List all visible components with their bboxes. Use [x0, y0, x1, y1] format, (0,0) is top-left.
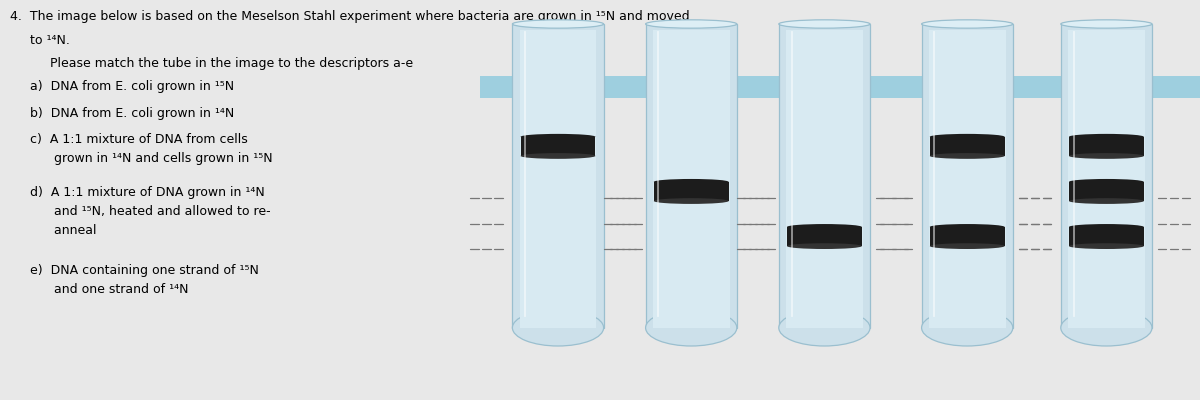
FancyBboxPatch shape	[654, 182, 728, 201]
Ellipse shape	[930, 243, 1004, 249]
FancyBboxPatch shape	[929, 30, 1006, 328]
Ellipse shape	[1069, 198, 1144, 204]
FancyBboxPatch shape	[646, 24, 737, 328]
Ellipse shape	[930, 134, 1004, 140]
Ellipse shape	[1061, 310, 1152, 346]
Ellipse shape	[1069, 179, 1144, 185]
Text: test tube 1: test tube 1	[526, 80, 590, 94]
Ellipse shape	[1061, 20, 1152, 28]
Ellipse shape	[787, 243, 862, 249]
Text: Please match the tube in the image to the descriptors a-e: Please match the tube in the image to th…	[10, 57, 413, 70]
Ellipse shape	[646, 310, 737, 346]
Ellipse shape	[512, 310, 604, 346]
FancyBboxPatch shape	[930, 227, 1004, 246]
FancyBboxPatch shape	[1069, 227, 1144, 246]
Ellipse shape	[654, 198, 728, 204]
FancyBboxPatch shape	[1069, 182, 1144, 201]
Ellipse shape	[1069, 224, 1144, 230]
Ellipse shape	[646, 20, 737, 28]
Ellipse shape	[521, 153, 595, 159]
Text: a)  DNA from E. coli grown in ¹⁵N: a) DNA from E. coli grown in ¹⁵N	[10, 80, 234, 93]
FancyBboxPatch shape	[1069, 137, 1144, 156]
Polygon shape	[480, 76, 1200, 98]
Ellipse shape	[654, 179, 728, 185]
FancyBboxPatch shape	[512, 24, 604, 328]
Text: test tube 5: test tube 5	[1074, 80, 1139, 94]
Text: c)  A 1:1 mixture of DNA from cells: c) A 1:1 mixture of DNA from cells	[10, 133, 247, 146]
Ellipse shape	[1069, 243, 1144, 249]
Ellipse shape	[1069, 134, 1144, 140]
Ellipse shape	[922, 310, 1013, 346]
Text: 4.  The image below is based on the Meselson Stahl experiment where bacteria are: 4. The image below is based on the Mesel…	[10, 10, 689, 23]
Text: test tube 2: test tube 2	[659, 80, 724, 94]
Ellipse shape	[521, 134, 595, 140]
FancyBboxPatch shape	[779, 24, 870, 328]
Ellipse shape	[930, 224, 1004, 230]
Text: d)  A 1:1 mixture of DNA grown in ¹⁴N: d) A 1:1 mixture of DNA grown in ¹⁴N	[10, 186, 264, 199]
Ellipse shape	[922, 20, 1013, 28]
Text: test tube 4: test tube 4	[935, 80, 1000, 94]
FancyBboxPatch shape	[930, 137, 1004, 156]
FancyBboxPatch shape	[786, 30, 863, 328]
Text: to ¹⁴N.: to ¹⁴N.	[10, 34, 70, 46]
Ellipse shape	[779, 310, 870, 346]
Text: b)  DNA from E. coli grown in ¹⁴N: b) DNA from E. coli grown in ¹⁴N	[10, 107, 234, 120]
Ellipse shape	[512, 20, 604, 28]
FancyBboxPatch shape	[922, 24, 1013, 328]
Text: test tube 3: test tube 3	[792, 80, 857, 94]
Text: and one strand of ¹⁴N: and one strand of ¹⁴N	[10, 283, 188, 296]
FancyBboxPatch shape	[787, 227, 862, 246]
Ellipse shape	[779, 20, 870, 28]
Text: and ¹⁵N, heated and allowed to re-: and ¹⁵N, heated and allowed to re-	[10, 205, 270, 218]
FancyBboxPatch shape	[1061, 24, 1152, 328]
FancyBboxPatch shape	[653, 30, 730, 328]
Text: e)  DNA containing one strand of ¹⁵N: e) DNA containing one strand of ¹⁵N	[10, 264, 258, 277]
FancyBboxPatch shape	[1068, 30, 1145, 328]
FancyBboxPatch shape	[520, 30, 596, 328]
Text: grown in ¹⁴N and cells grown in ¹⁵N: grown in ¹⁴N and cells grown in ¹⁵N	[10, 152, 272, 165]
Ellipse shape	[930, 153, 1004, 159]
Text: anneal: anneal	[10, 224, 96, 238]
FancyBboxPatch shape	[521, 137, 595, 156]
Ellipse shape	[1069, 153, 1144, 159]
Ellipse shape	[787, 224, 862, 230]
